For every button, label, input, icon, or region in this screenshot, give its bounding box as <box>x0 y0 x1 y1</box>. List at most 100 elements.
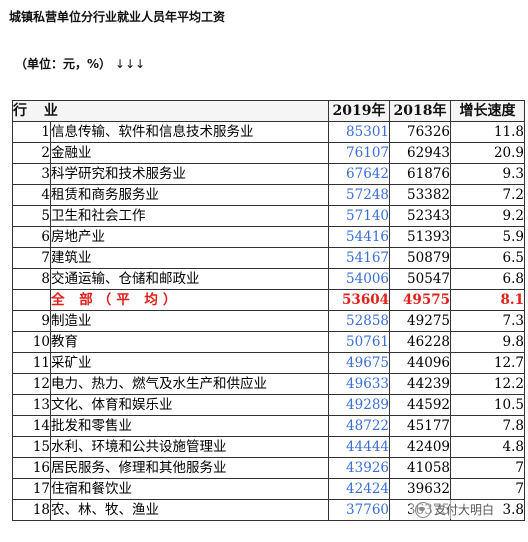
value-2019: 54006 <box>328 268 390 290</box>
row-index: 16 <box>12 457 51 479</box>
value-2019: 54416 <box>328 226 390 248</box>
table-row: 7 建筑业 54167 50879 6.5 <box>12 247 525 269</box>
table-row: 3 科学研究和技术服务业 67642 61876 9.3 <box>12 163 525 185</box>
value-2019: 44444 <box>328 436 390 458</box>
value-2018: 52343 <box>389 205 451 227</box>
industry-name: 租赁和商务服务业 <box>50 184 329 206</box>
value-2018: 76326 <box>389 121 451 143</box>
industry-name: 水利、环境和公共设施管理业 <box>50 436 329 458</box>
value-2019: 85301 <box>328 121 390 143</box>
value-2019: 49289 <box>328 394 390 416</box>
value-2018: 41058 <box>389 457 451 479</box>
table-row: 5 卫生和社会工作 57140 52343 9.2 <box>12 205 525 227</box>
value-2018: 44239 <box>389 373 451 395</box>
row-index: 5 <box>12 205 51 227</box>
value-2018: 50547 <box>389 268 451 290</box>
down-arrows: ↓↓↓ <box>115 57 146 71</box>
row-index: 12 <box>12 373 51 395</box>
growth-rate: 5.9 <box>450 226 525 248</box>
industry-name: 电力、热力、燃气及水生产和供应业 <box>50 373 329 395</box>
watermark-text: 支付大明白 <box>434 503 495 517</box>
wage-table: 行 业 2019年 2018年 增长速度 1 信息传输、软件和信息技术服务业 853… <box>12 100 525 521</box>
table-body: 1 信息传输、软件和信息技术服务业 85301 76326 11.8 2 金融业 76107 6… <box>12 121 525 521</box>
industry-name: 全 部（平 均） <box>50 289 329 311</box>
header-2019: 2019年 <box>328 100 390 122</box>
table-row: 16 居民服务、修理和其他服务业 43926 41058 7 <box>12 457 525 479</box>
industry-name: 卫生和社会工作 <box>50 205 329 227</box>
table-row: 6 房地产业 54416 51393 5.9 <box>12 226 525 248</box>
value-2019: 52858 <box>328 310 390 332</box>
row-index: 14 <box>12 415 51 437</box>
value-2019: 53604 <box>328 289 390 311</box>
value-2018: 62943 <box>389 142 451 164</box>
wechat-icon <box>415 501 431 518</box>
value-2019: 49633 <box>328 373 390 395</box>
value-2019: 57248 <box>328 184 390 206</box>
industry-name: 住宿和餐饮业 <box>50 478 329 500</box>
value-2018: 39632 <box>389 478 451 500</box>
table-row: 12 电力、热力、燃气及水生产和供应业 49633 44239 12.2 <box>12 373 525 395</box>
table-row: 11 采矿业 49675 44096 12.7 <box>12 352 525 374</box>
growth-rate: 12.7 <box>450 352 525 374</box>
row-index: 15 <box>12 436 51 458</box>
growth-rate: 9.2 <box>450 205 525 227</box>
table-row: 10 教育 50761 46228 9.8 <box>12 331 525 353</box>
growth-rate: 9.3 <box>450 163 525 185</box>
growth-rate: 20.9 <box>450 142 525 164</box>
industry-name: 科学研究和技术服务业 <box>50 163 329 185</box>
growth-rate: 11.8 <box>450 121 525 143</box>
row-index: 11 <box>12 352 51 374</box>
value-2019: 50761 <box>328 331 390 353</box>
header-industry: 行 业 <box>12 100 329 122</box>
industry-name: 建筑业 <box>50 247 329 269</box>
row-index: 9 <box>12 310 51 332</box>
growth-rate: 7.2 <box>450 184 525 206</box>
row-index: 17 <box>12 478 51 500</box>
row-index: 2 <box>12 142 51 164</box>
value-2019: 57140 <box>328 205 390 227</box>
row-index: 7 <box>12 247 51 269</box>
header-growth: 增长速度 <box>450 100 525 122</box>
growth-rate: 12.2 <box>450 373 525 395</box>
growth-rate: 7.8 <box>450 415 525 437</box>
table-row: 9 制造业 52858 49275 7.3 <box>12 310 525 332</box>
value-2018: 49275 <box>389 310 451 332</box>
row-index: 8 <box>12 268 51 290</box>
value-2019: 37760 <box>328 499 390 521</box>
page-title: 城镇私营单位分行业就业人员年平均工资 <box>9 10 226 24</box>
value-2019: 43926 <box>328 457 390 479</box>
row-index <box>12 289 51 311</box>
industry-name: 房地产业 <box>50 226 329 248</box>
value-2018: 46228 <box>389 331 451 353</box>
value-2019: 54167 <box>328 247 390 269</box>
industry-name: 信息传输、软件和信息技术服务业 <box>50 121 329 143</box>
row-index: 6 <box>12 226 51 248</box>
growth-rate: 7 <box>450 478 525 500</box>
growth-rate: 4.8 <box>450 436 525 458</box>
value-2018: 44096 <box>389 352 451 374</box>
growth-rate: 6.5 <box>450 247 525 269</box>
table-row: 13 文化、体育和娱乐业 49289 44592 10.5 <box>12 394 525 416</box>
table-row-average: 全 部（平 均） 53604 49575 8.1 <box>12 289 525 311</box>
industry-name: 居民服务、修理和其他服务业 <box>50 457 329 479</box>
value-2019: 67642 <box>328 163 390 185</box>
value-2018: 44592 <box>389 394 451 416</box>
value-2018: 51393 <box>389 226 451 248</box>
value-2019: 76107 <box>328 142 390 164</box>
value-2018: 61876 <box>389 163 451 185</box>
industry-name: 文化、体育和娱乐业 <box>50 394 329 416</box>
table-header-row: 行 业 2019年 2018年 增长速度 <box>12 100 525 122</box>
row-index: 1 <box>12 121 51 143</box>
header-2018: 2018年 <box>389 100 451 122</box>
unit-note-text: （单位：元，%） <box>15 57 112 71</box>
table-row: 2 金融业 76107 62943 20.9 <box>12 142 525 164</box>
row-index: 3 <box>12 163 51 185</box>
growth-rate: 8.1 <box>450 289 525 311</box>
row-index: 13 <box>12 394 51 416</box>
unit-note: （单位：元，%） ↓↓↓ <box>15 55 145 72</box>
table-row: 1 信息传输、软件和信息技术服务业 85301 76326 11.8 <box>12 121 525 143</box>
table-row: 15 水利、环境和公共设施管理业 44444 42409 4.8 <box>12 436 525 458</box>
value-2018: 50879 <box>389 247 451 269</box>
table-row: 17 住宿和餐饮业 42424 39632 7 <box>12 478 525 500</box>
watermark: 支付大明白 <box>412 500 498 519</box>
